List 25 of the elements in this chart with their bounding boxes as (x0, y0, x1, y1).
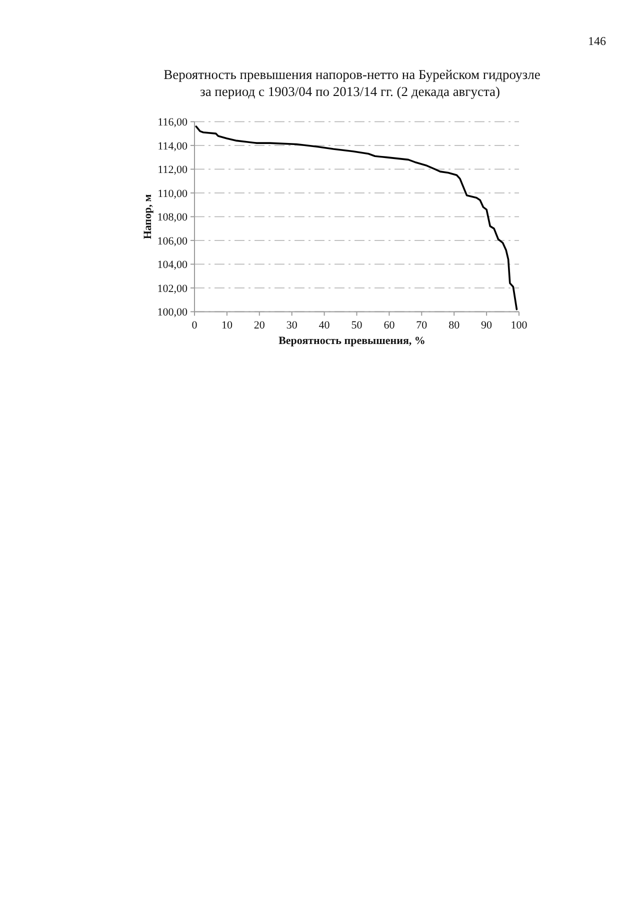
y-tick-label: 102,00 (157, 282, 188, 295)
y-tick-label: 100,00 (157, 306, 188, 319)
x-tick-label: 10 (221, 320, 233, 332)
chart-title: Вероятность превышения напоров-нетто на Бурейском гидроузле (164, 67, 540, 82)
y-tick-label: 106,00 (157, 235, 188, 248)
chart-subtitle: за период с 1903/04 по 2013/14 гг. (2 декада августа) (200, 84, 500, 99)
x-tick-label: 40 (318, 320, 330, 332)
text: 146 (588, 34, 606, 48)
y-axis-title: Напор, м (142, 194, 154, 240)
y-tick-label: 110,00 (158, 188, 188, 200)
y-tick-label: 108,00 (157, 212, 188, 224)
y-tick-label: 116,00 (158, 116, 188, 129)
x-tick-label: 80 (448, 320, 460, 332)
x-tick-label: 30 (286, 320, 298, 332)
x-tick-label: 0 (192, 320, 198, 332)
y-tick-label: 114,00 (158, 140, 188, 152)
x-tick-label: 60 (384, 320, 396, 332)
x-tick-label: 70 (416, 320, 428, 332)
x-tick-label: 90 (481, 320, 493, 332)
x-tick-label: 20 (254, 320, 266, 332)
x-axis-title: Вероятность превышения, % (278, 335, 426, 347)
x-tick-label: 50 (351, 320, 363, 332)
y-tick-label: 104,00 (157, 259, 188, 272)
x-tick-label: 100 (510, 320, 528, 332)
y-tick-label: 112,00 (158, 164, 188, 176)
